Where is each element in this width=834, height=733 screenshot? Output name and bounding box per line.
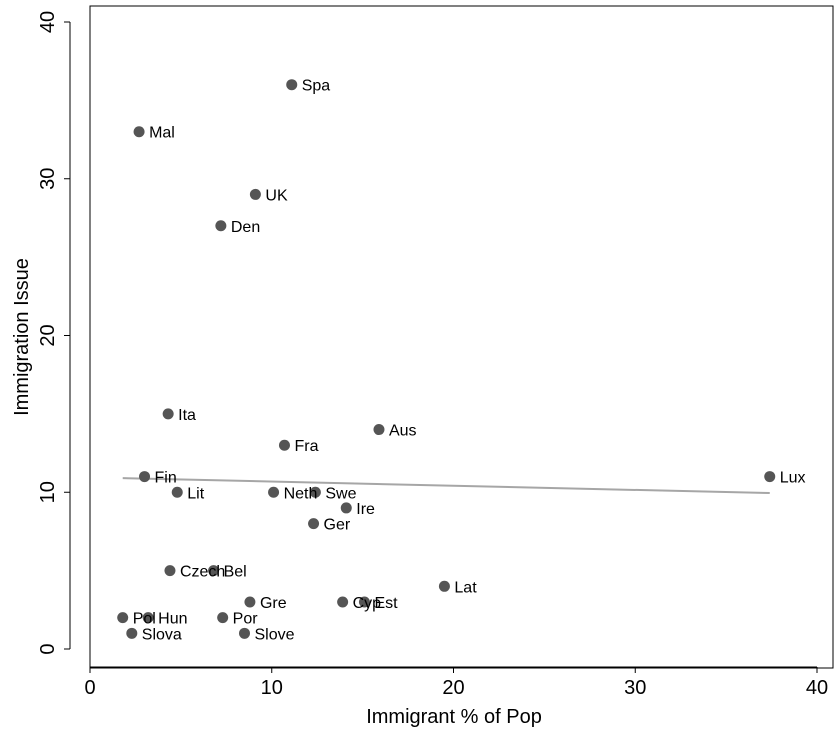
point-label-ita: Ita <box>178 407 196 424</box>
data-point-neth <box>268 486 280 498</box>
point-label-mal: Mal <box>149 125 175 142</box>
data-point-ita <box>162 408 174 420</box>
data-point-ire <box>340 502 352 514</box>
data-point-aus <box>373 424 385 436</box>
y-tick-label: 40 <box>37 11 59 33</box>
y-tick-label: 0 <box>37 643 59 654</box>
x-axis: 0 10 20 30 40 <box>84 666 828 699</box>
point-label-est: Est <box>374 595 398 612</box>
points-layer <box>117 79 776 639</box>
data-point-mal <box>133 126 145 138</box>
point-label-slova: Slova <box>142 626 182 643</box>
fit-line-layer <box>122 477 770 495</box>
x-tick-label: 30 <box>624 677 646 699</box>
x-tick-label: 0 <box>84 677 95 699</box>
point-label-lux: Lux <box>780 470 806 487</box>
data-point-den <box>215 220 227 232</box>
data-point-est <box>358 596 370 608</box>
point-label-fra: Fra <box>294 438 318 455</box>
x-tick-label: 10 <box>261 677 283 699</box>
data-point-lit <box>171 486 183 498</box>
x-tick-label: 20 <box>442 677 464 699</box>
point-label-aus: Aus <box>389 423 417 440</box>
data-point-spa <box>286 79 298 91</box>
y-tick-label: 10 <box>37 481 59 503</box>
data-point-slova <box>126 627 138 639</box>
point-label-den: Den <box>231 219 260 236</box>
point-label-pol: Pol <box>133 611 156 628</box>
point-label-fin: Fin <box>155 470 177 487</box>
point-label-lit: Lit <box>187 485 204 502</box>
point-label-spa: Spa <box>302 78 331 95</box>
data-point-cyp <box>337 596 349 608</box>
y-tick-label: 20 <box>37 324 59 346</box>
point-label-uk: UK <box>265 187 288 204</box>
y-tick-label: 30 <box>37 168 59 190</box>
point-label-cyp: Cyp <box>353 595 382 612</box>
fit-line <box>122 477 770 495</box>
plot-frame <box>89 5 834 669</box>
x-axis-title: Immigrant % of Pop <box>366 706 542 728</box>
y-axis: 0 10 20 30 40 <box>37 11 71 655</box>
data-point-fin <box>139 471 151 483</box>
data-point-czech <box>164 565 176 577</box>
point-label-por: Por <box>233 611 259 628</box>
point-label-swe: Swe <box>325 485 356 502</box>
point-label-ire: Ire <box>356 501 375 518</box>
point-label-neth: Neth <box>284 485 318 502</box>
data-point-bel <box>208 565 220 577</box>
data-point-hun <box>142 612 154 624</box>
point-label-ger: Ger <box>324 517 351 534</box>
data-point-ger <box>308 518 320 530</box>
data-point-por <box>217 612 229 624</box>
point-label-gre: Gre <box>260 595 287 612</box>
point-label-lat: Lat <box>454 579 477 596</box>
data-point-fra <box>278 439 290 451</box>
data-point-pol <box>117 612 129 624</box>
data-point-lux <box>764 471 776 483</box>
data-point-lat <box>438 580 450 592</box>
y-axis-title: Immigration Issue <box>11 258 33 416</box>
point-label-czech: Czech <box>180 564 225 581</box>
data-point-gre <box>244 596 256 608</box>
x-tick-label: 40 <box>806 677 828 699</box>
point-label-hun: Hun <box>158 611 187 628</box>
data-point-slove <box>238 627 250 639</box>
point-label-bel: Bel <box>224 564 247 581</box>
point-label-slove: Slove <box>254 626 294 643</box>
data-point-swe <box>309 486 321 498</box>
data-point-uk <box>249 188 261 200</box>
